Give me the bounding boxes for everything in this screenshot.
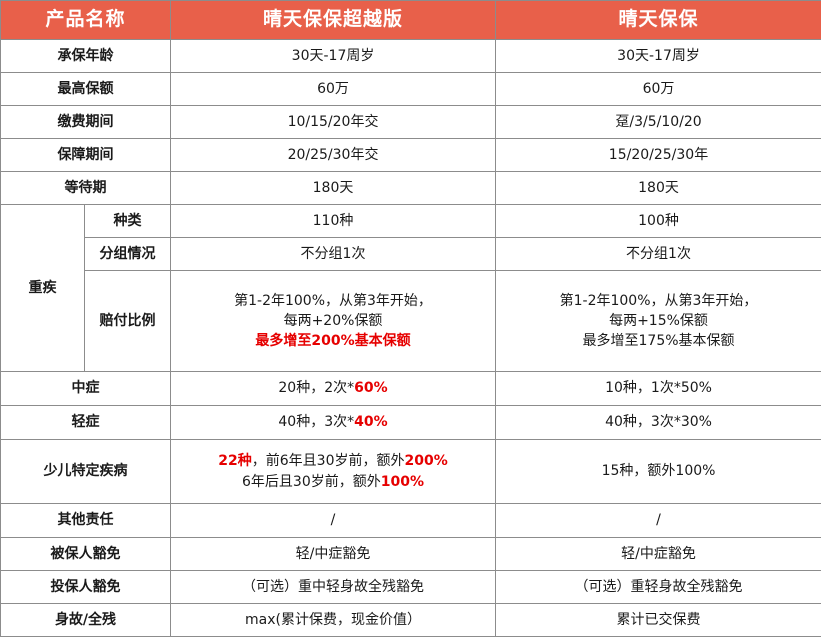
row-label: 轻症 <box>1 406 171 440</box>
row-label: 保障期间 <box>1 139 171 172</box>
row-label: 身故/全残 <box>1 604 171 637</box>
row-label: 其他责任 <box>1 504 171 538</box>
cell-a: 第1-2年100%，从第3年开始， 每两+20%保额 最多增至200%基本保额 <box>171 271 496 372</box>
row-label: 等待期 <box>1 172 171 205</box>
row-waiting-period: 等待期 180天 180天 <box>1 172 821 205</box>
cell-a: 20种，2次*60% <box>171 372 496 406</box>
cell-b: 第1-2年100%，从第3年开始， 每两+15%保额 最多增至175%基本保额 <box>496 271 821 372</box>
cell-text: 40种，3次* <box>278 414 354 430</box>
cell-a: / <box>171 504 496 538</box>
cell-text: 6年后且30岁前，额外 <box>242 474 381 490</box>
cell-a: max(累计保费，现金价值） <box>171 604 496 637</box>
highlight-value: 100% <box>381 474 424 490</box>
cell-b: 不分组1次 <box>496 238 821 271</box>
child-line-1: 22种，前6年且30岁前，额外200% <box>171 451 495 471</box>
cell-b: / <box>496 504 821 538</box>
cell-a: 30天-17周岁 <box>171 40 496 73</box>
cell-b: 60万 <box>496 73 821 106</box>
row-label: 分组情况 <box>85 238 171 271</box>
row-critical-types: 重疾 种类 110种 100种 <box>1 205 821 238</box>
cell-a: 180天 <box>171 172 496 205</box>
cell-a: 110种 <box>171 205 496 238</box>
payout-line: 每两+15%保额 <box>496 311 821 331</box>
payout-line: 每两+20%保额 <box>171 311 495 331</box>
row-critical-groups: 分组情况 不分组1次 不分组1次 <box>1 238 821 271</box>
highlight-value: 40% <box>354 414 388 430</box>
payout-highlight: 最多增至200%基本保额 <box>171 331 495 351</box>
header-product-name: 产品名称 <box>1 1 171 40</box>
payout-line: 第1-2年100%，从第3年开始， <box>496 291 821 311</box>
row-insured-waiver: 被保人豁免 轻/中症豁免 轻/中症豁免 <box>1 538 821 571</box>
cell-text: ，前6年且30岁前，额外 <box>252 453 405 469</box>
highlight-value: 200% <box>404 453 447 469</box>
payout-line: 最多增至175%基本保额 <box>496 331 821 351</box>
cell-b: 15种，额外100% <box>496 440 821 504</box>
cell-text: 20种，2次* <box>278 380 354 396</box>
cell-a: 22种，前6年且30岁前，额外200% 6年后且30岁前，额外100% <box>171 440 496 504</box>
cell-b: 100种 <box>496 205 821 238</box>
row-label: 中症 <box>1 372 171 406</box>
row-label: 种类 <box>85 205 171 238</box>
cell-a: 60万 <box>171 73 496 106</box>
row-critical-payout: 赔付比例 第1-2年100%，从第3年开始， 每两+20%保额 最多增至200%… <box>1 271 821 372</box>
row-other-liability: 其他责任 / / <box>1 504 821 538</box>
cell-a: 40种，3次*40% <box>171 406 496 440</box>
cell-b: （可选）重轻身故全残豁免 <box>496 571 821 604</box>
cell-b: 10种，1次*50% <box>496 372 821 406</box>
header-product-b: 晴天保保 <box>496 1 821 40</box>
row-age: 承保年龄 30天-17周岁 30天-17周岁 <box>1 40 821 73</box>
header-row: 产品名称 晴天保保超越版 晴天保保 <box>1 1 821 40</box>
cell-b: 轻/中症豁免 <box>496 538 821 571</box>
cell-b: 15/20/25/30年 <box>496 139 821 172</box>
cell-b: 40种，3次*30% <box>496 406 821 440</box>
row-label: 被保人豁免 <box>1 538 171 571</box>
row-mild: 轻症 40种，3次*40% 40种，3次*30% <box>1 406 821 440</box>
cell-b: 180天 <box>496 172 821 205</box>
row-label: 少儿特定疾病 <box>1 440 171 504</box>
cell-a: 20/25/30年交 <box>171 139 496 172</box>
highlight-value: 22种 <box>218 453 251 469</box>
row-death: 身故/全残 max(累计保费，现金价值） 累计已交保费 <box>1 604 821 637</box>
cell-a: （可选）重中轻身故全残豁免 <box>171 571 496 604</box>
row-label: 最高保额 <box>1 73 171 106</box>
row-max-sum: 最高保额 60万 60万 <box>1 73 821 106</box>
cell-b: 趸/3/5/10/20 <box>496 106 821 139</box>
row-label: 缴费期间 <box>1 106 171 139</box>
payout-line: 第1-2年100%，从第3年开始， <box>171 291 495 311</box>
row-label: 投保人豁免 <box>1 571 171 604</box>
header-product-a: 晴天保保超越版 <box>171 1 496 40</box>
critical-illness-label: 重疾 <box>1 205 85 372</box>
cell-b: 30天-17周岁 <box>496 40 821 73</box>
row-label: 承保年龄 <box>1 40 171 73</box>
cell-a: 轻/中症豁免 <box>171 538 496 571</box>
row-moderate: 中症 20种，2次*60% 10种，1次*50% <box>1 372 821 406</box>
child-line-2: 6年后且30岁前，额外100% <box>171 472 495 492</box>
row-cover-term: 保障期间 20/25/30年交 15/20/25/30年 <box>1 139 821 172</box>
cell-a: 10/15/20年交 <box>171 106 496 139</box>
highlight-value: 60% <box>354 380 388 396</box>
cell-a: 不分组1次 <box>171 238 496 271</box>
row-label: 赔付比例 <box>85 271 171 372</box>
row-holder-waiver: 投保人豁免 （可选）重中轻身故全残豁免 （可选）重轻身故全残豁免 <box>1 571 821 604</box>
row-pay-term: 缴费期间 10/15/20年交 趸/3/5/10/20 <box>1 106 821 139</box>
row-child-disease: 少儿特定疾病 22种，前6年且30岁前，额外200% 6年后且30岁前，额外10… <box>1 440 821 504</box>
cell-b: 累计已交保费 <box>496 604 821 637</box>
